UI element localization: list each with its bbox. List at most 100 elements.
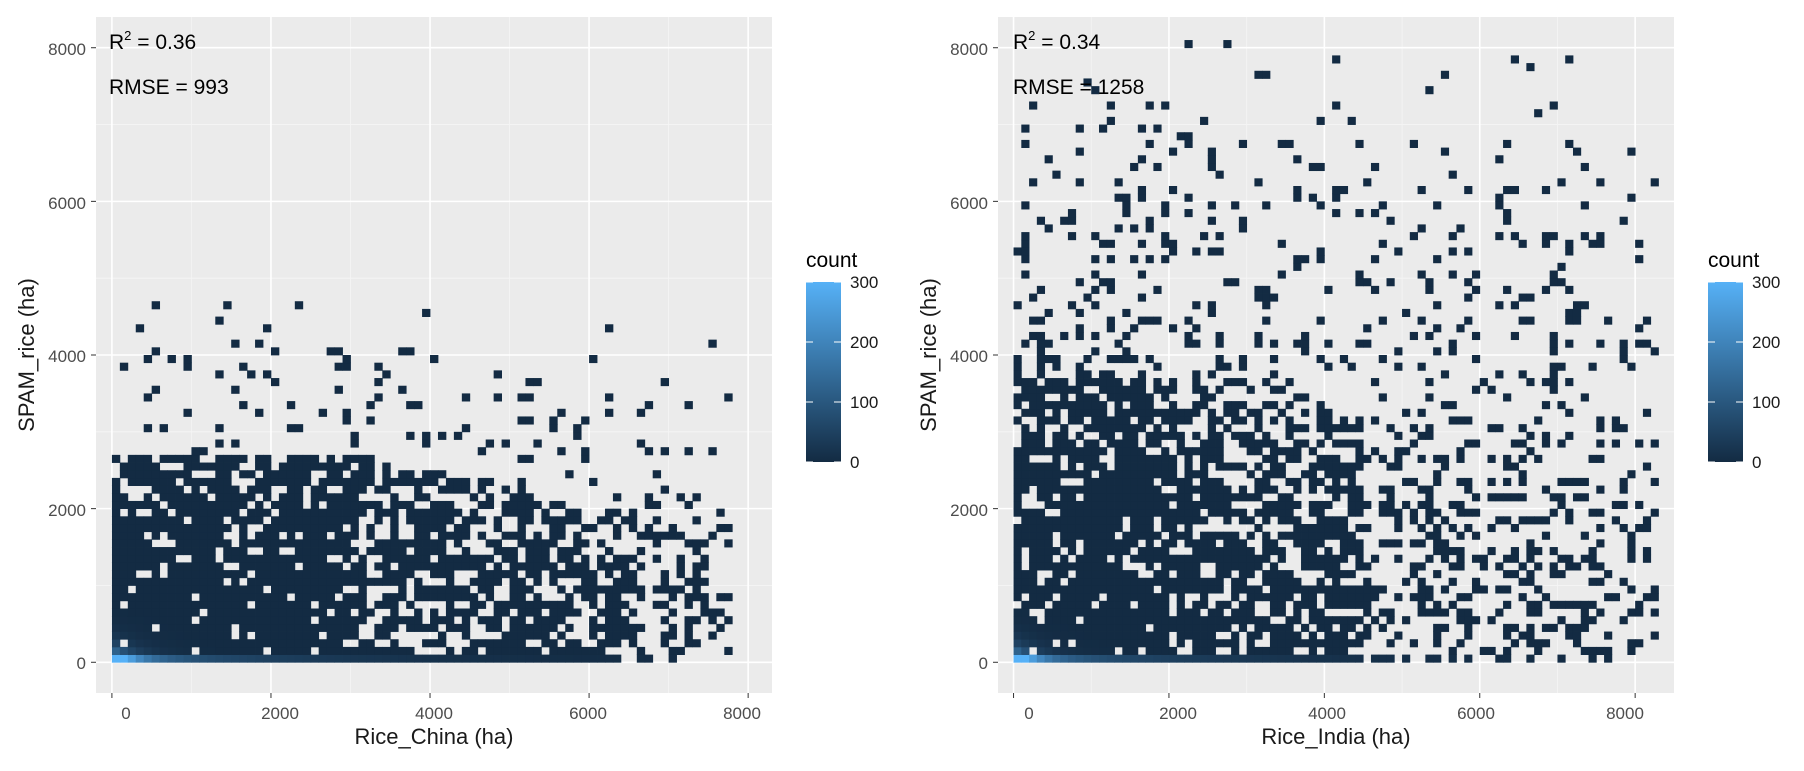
- bin-cell: [231, 639, 240, 648]
- bin-cell: [278, 562, 288, 571]
- bin-cell: [1161, 508, 1170, 517]
- bin-cell: [1355, 139, 1364, 148]
- bin-cell: [1184, 616, 1193, 625]
- bin-cell: [326, 631, 335, 640]
- bin-cell: [1207, 370, 1216, 379]
- bin-cell: [215, 477, 224, 486]
- bin-cell: [1324, 516, 1333, 525]
- bin-cell: [239, 547, 248, 556]
- bin-cell: [1106, 608, 1115, 617]
- bin-cell: [1293, 600, 1302, 609]
- bin-cell: [1122, 470, 1131, 479]
- bin-cell: [366, 524, 375, 533]
- bin-cell: [1168, 508, 1178, 517]
- bin-cell: [318, 485, 328, 494]
- bin-cell: [692, 585, 701, 594]
- bin-cell: [1262, 577, 1271, 586]
- bin-cell: [1114, 416, 1123, 425]
- bin-cell: [509, 508, 518, 517]
- bin-cell: [207, 508, 216, 517]
- bin-cell: [1099, 623, 1108, 632]
- bin-cell: [151, 524, 161, 533]
- bin-cell: [1565, 477, 1574, 486]
- bin-cell: [342, 631, 351, 640]
- bin-cell: [1060, 570, 1069, 579]
- bin-cell: [1402, 500, 1411, 510]
- bin-cell: [1168, 416, 1178, 425]
- bin-cell: [263, 539, 272, 548]
- y-tick-label: 4000: [950, 347, 988, 366]
- bin-cell: [1301, 600, 1310, 609]
- bin-cell: [1153, 508, 1162, 517]
- bin-cell: [1269, 370, 1279, 379]
- bin-cell: [1137, 639, 1147, 648]
- bin-cell: [270, 477, 280, 486]
- bin-cell: [1184, 416, 1193, 425]
- bin-cell: [318, 577, 328, 586]
- bin-cell: [1409, 562, 1418, 571]
- bin-cell: [422, 508, 431, 517]
- bin-cell: [1075, 178, 1084, 187]
- bin-cell: [493, 539, 502, 548]
- bin-cell: [159, 454, 168, 463]
- bin-cell: [461, 616, 471, 625]
- bin-cell: [1604, 654, 1613, 663]
- bin-cell: [1518, 239, 1527, 248]
- bin-cell: [1029, 462, 1038, 471]
- y-tick-label: 0: [979, 654, 988, 673]
- bin-cell: [215, 654, 224, 663]
- bin-cell: [1324, 500, 1333, 510]
- bin-cell: [1200, 616, 1209, 625]
- bin-cell: [135, 616, 145, 625]
- x-tick-label: 0: [121, 704, 130, 723]
- bin-cell: [1448, 577, 1457, 586]
- bin-cell: [1099, 500, 1108, 510]
- bin-cell: [1060, 646, 1069, 655]
- bin-cell: [406, 500, 415, 510]
- bin-cell: [1052, 439, 1061, 448]
- bin-cell: [1044, 470, 1053, 479]
- bin-cell: [1448, 562, 1457, 571]
- bin-cell: [318, 547, 328, 556]
- bin-cell: [334, 539, 343, 548]
- bin-cell: [533, 577, 542, 586]
- bin-cell: [1137, 631, 1147, 640]
- bin-cell: [1122, 531, 1131, 540]
- bin-cell: [294, 570, 304, 579]
- bin-cell: [501, 554, 510, 563]
- bin-cell: [660, 570, 670, 579]
- bin-cell: [1122, 347, 1131, 356]
- bin-cell: [1145, 462, 1154, 471]
- bin-cell: [286, 516, 296, 525]
- bin-cell: [1347, 462, 1356, 471]
- bin-cell: [358, 585, 367, 594]
- bin-cell: [1254, 554, 1263, 563]
- bin-cell: [1254, 439, 1263, 448]
- bin-cell: [1394, 539, 1403, 548]
- bin-cell: [1067, 462, 1077, 471]
- bin-cell: [1394, 362, 1403, 371]
- bin-cell: [573, 516, 582, 525]
- bin-cell: [708, 631, 717, 640]
- bin-cell: [358, 500, 367, 510]
- bin-cell: [1075, 393, 1084, 402]
- bin-cell: [469, 654, 479, 663]
- bin-cell: [1130, 654, 1139, 663]
- bin-cell: [1184, 631, 1193, 640]
- bin-cell: [159, 608, 168, 617]
- bin-cell: [350, 631, 359, 640]
- bin-cell: [1075, 570, 1084, 579]
- bin-cell: [1254, 70, 1263, 79]
- bin-cell: [1231, 416, 1240, 425]
- bin-cell: [1207, 408, 1216, 417]
- bin-cell: [1611, 424, 1621, 433]
- bin-cell: [1044, 577, 1053, 586]
- bin-cell: [1013, 616, 1022, 625]
- bin-cell: [565, 547, 574, 556]
- bin-cell: [1060, 585, 1069, 594]
- bin-cell: [517, 593, 526, 602]
- bin-cell: [342, 646, 351, 655]
- bin-cell: [1106, 577, 1115, 586]
- bin-cell: [1355, 600, 1364, 609]
- bin-cell: [1386, 539, 1395, 548]
